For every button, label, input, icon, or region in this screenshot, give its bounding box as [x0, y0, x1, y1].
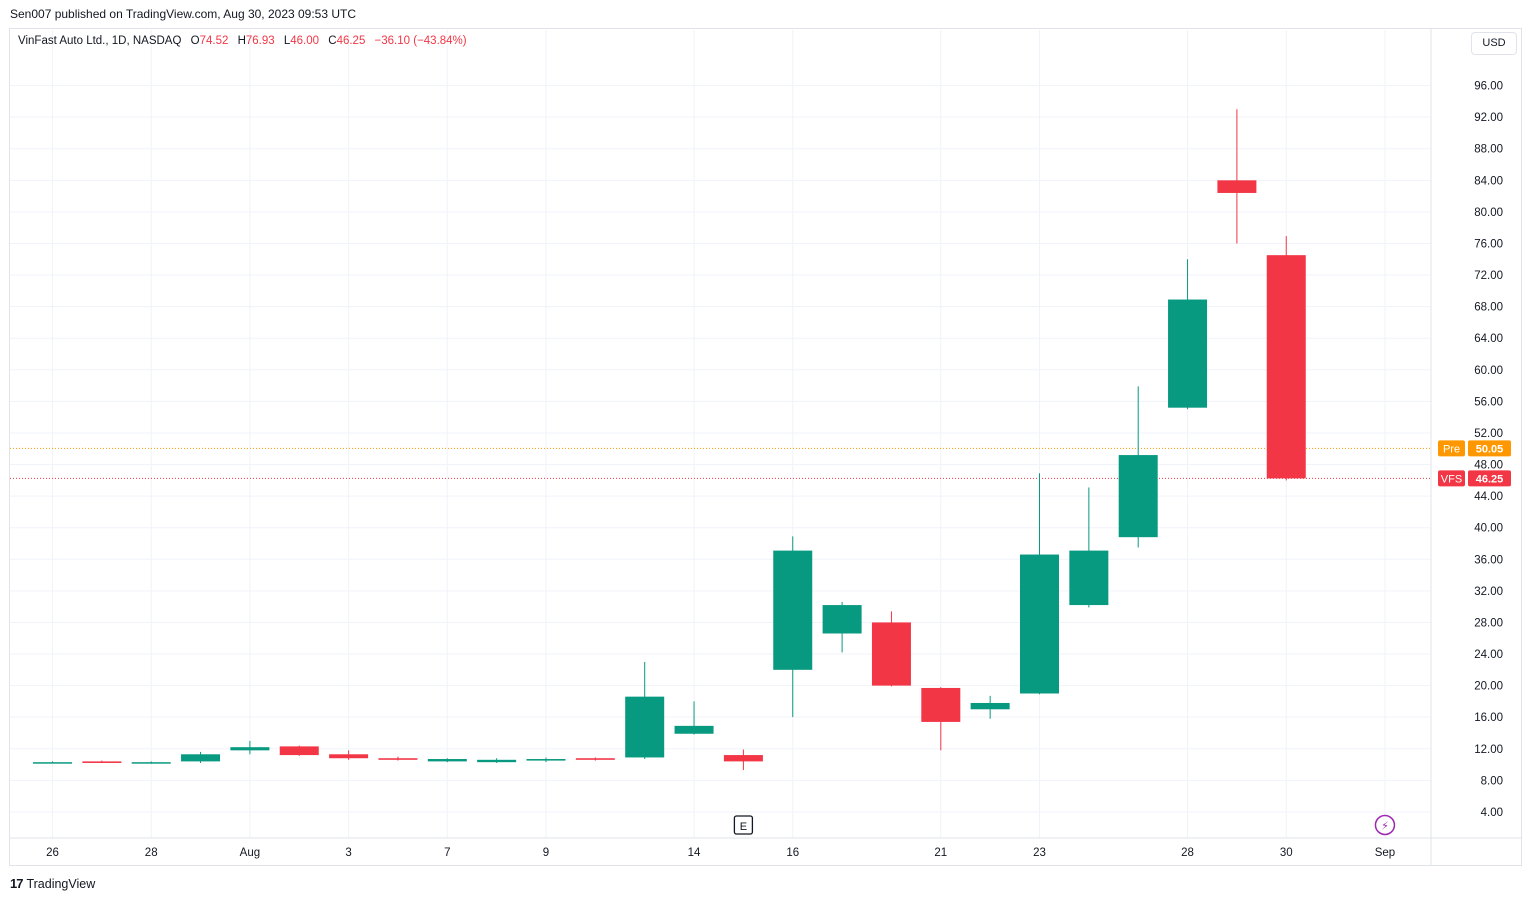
- legend-close-label: C: [328, 35, 337, 47]
- candle-body-down[interactable]: [723, 755, 763, 762]
- x-tick-label: 14: [688, 847, 701, 859]
- y-tick-label: 16.00: [1474, 712, 1503, 724]
- price-value-text: 50.05: [1476, 443, 1504, 455]
- price-tag-name: Pre: [1443, 443, 1460, 455]
- x-tick-label: Aug: [240, 847, 260, 859]
- x-tick-label: 7: [444, 847, 450, 859]
- candle-body-up[interactable]: [181, 754, 221, 762]
- candle-body-down[interactable]: [871, 622, 911, 686]
- y-tick-label: 44.00: [1474, 491, 1503, 503]
- y-tick-label: 40.00: [1474, 523, 1503, 535]
- candle-body-up[interactable]: [1020, 554, 1059, 694]
- candle-body-down[interactable]: [378, 758, 418, 760]
- x-tick-label: 30: [1280, 847, 1293, 859]
- legend-open-value: 74.52: [199, 35, 229, 47]
- y-tick-label: 88.00: [1474, 144, 1503, 156]
- candle-body-up[interactable]: [477, 759, 517, 763]
- candle-body-up[interactable]: [427, 759, 467, 762]
- price-labels: Pre 50.05 VFS 46.25: [1438, 440, 1511, 487]
- candle-body-up[interactable]: [230, 747, 270, 751]
- y-tick-label: 24.00: [1474, 649, 1503, 661]
- y-tick-label: 56.00: [1474, 396, 1503, 408]
- candle-body-up[interactable]: [131, 762, 171, 764]
- grid-lines: [10, 30, 1431, 838]
- legend-high-label: H: [237, 35, 246, 47]
- price-lines: [10, 447, 1431, 479]
- y-tick-label: 76.00: [1474, 238, 1503, 250]
- y-tick-label: 52.00: [1474, 428, 1503, 440]
- y-tick-label: 48.00: [1474, 460, 1503, 472]
- price-tag-pre: [1438, 440, 1465, 457]
- price-tag-vfs: [1438, 470, 1465, 487]
- candle-body-up[interactable]: [526, 759, 566, 761]
- candle-body-down[interactable]: [329, 754, 369, 759]
- chart-frame[interactable]: [9, 28, 1522, 866]
- candle-body-up[interactable]: [970, 702, 1010, 710]
- candle-body-down[interactable]: [279, 746, 319, 756]
- candle-body-up[interactable]: [1069, 550, 1109, 606]
- legend-low-value: 46.00: [290, 35, 320, 47]
- y-tick-label: 96.00: [1474, 81, 1503, 93]
- x-tick-label: 23: [1033, 847, 1046, 859]
- legend-close-value: 46.25: [336, 35, 366, 47]
- y-tick-label: 64.00: [1474, 333, 1503, 345]
- candle-body-down[interactable]: [921, 687, 961, 722]
- candle-body-down[interactable]: [82, 761, 122, 763]
- lightning-glyph: ⚡: [1381, 820, 1389, 833]
- candle-body-up[interactable]: [674, 725, 714, 734]
- footer-brand-label: TradingView: [26, 876, 96, 891]
- candles: [33, 109, 1306, 771]
- legend-high-value: 76.93: [245, 35, 275, 47]
- x-tick-label: 16: [786, 847, 799, 859]
- legend-symbol: VinFast Auto Ltd., 1D, NASDAQ: [18, 35, 182, 47]
- legend-change: −36.10 (−43.84%): [374, 35, 467, 47]
- y-tick-label: 8.00: [1481, 775, 1503, 787]
- earnings-glyph: E: [740, 821, 747, 833]
- candle-body-up[interactable]: [1118, 455, 1158, 538]
- candle-body-up[interactable]: [33, 762, 72, 764]
- x-tick-label: 28: [1181, 847, 1194, 859]
- y-tick-label: 60.00: [1474, 365, 1503, 377]
- footer-brand[interactable]: 17 TradingView: [10, 876, 95, 891]
- x-tick-label: 26: [46, 847, 59, 859]
- y-tick-label: 68.00: [1474, 302, 1503, 314]
- tradingview-logo-icon: 17: [10, 876, 24, 891]
- symbol-legend[interactable]: VinFast Auto Ltd., 1D, NASDAQ O74.52 H76…: [18, 35, 467, 47]
- x-tick-label: 28: [145, 847, 158, 859]
- axes: 96.00 92.00 88.00 84.00 80.00 76.00 72.00 68.00…: [10, 29, 1521, 865]
- y-tick-label: 4.00: [1481, 807, 1503, 819]
- y-tick-label: 80.00: [1474, 207, 1503, 219]
- x-tick-label: 3: [345, 847, 351, 859]
- y-tick-label: 36.00: [1474, 554, 1503, 566]
- candle-body-down[interactable]: [575, 758, 615, 760]
- publisher-header: Sen007 published on TradingView.com, Aug…: [10, 7, 357, 21]
- currency-button[interactable]: USD: [1471, 32, 1517, 55]
- price-value-text: 46.25: [1476, 473, 1504, 485]
- y-tick-label: 32.00: [1474, 586, 1503, 598]
- price-value-box: [1468, 470, 1511, 487]
- legend-low-label: L: [283, 35, 291, 47]
- price-tag-name: VFS: [1441, 473, 1462, 485]
- x-tick-label: 21: [934, 847, 947, 859]
- y-tick-label: 84.00: [1474, 175, 1503, 187]
- y-tick-label: 12.00: [1474, 744, 1503, 756]
- candle-body-down[interactable]: [1266, 255, 1306, 479]
- candle-body-up[interactable]: [1168, 299, 1208, 408]
- candle-body-up[interactable]: [773, 550, 813, 670]
- price-value-box: [1468, 440, 1511, 457]
- y-tick-label: 28.00: [1474, 617, 1503, 629]
- candle-body-down[interactable]: [1217, 180, 1257, 193]
- candle-body-up[interactable]: [822, 605, 862, 634]
- y-tick-label: 72.00: [1474, 270, 1503, 282]
- legend-open-label: O: [190, 35, 200, 47]
- event-markers: E ⚡: [733, 814, 1396, 836]
- x-tick-label: Sep: [1375, 847, 1395, 859]
- candle-body-up[interactable]: [625, 696, 665, 758]
- y-tick-label: 20.00: [1474, 681, 1503, 693]
- x-tick-label: 9: [543, 847, 549, 859]
- earnings-icon[interactable]: [733, 815, 754, 835]
- y-tick-label: 92.00: [1474, 112, 1503, 124]
- lightning-icon[interactable]: [1374, 814, 1396, 836]
